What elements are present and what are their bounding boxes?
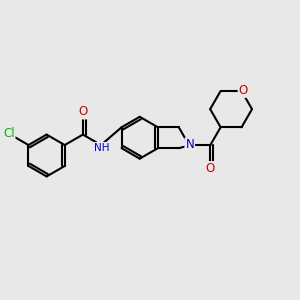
Text: O: O	[206, 162, 215, 175]
Text: N: N	[185, 138, 194, 151]
Text: Cl: Cl	[3, 127, 14, 140]
Text: O: O	[238, 84, 248, 97]
Text: O: O	[78, 106, 88, 118]
Text: NH: NH	[94, 143, 110, 153]
